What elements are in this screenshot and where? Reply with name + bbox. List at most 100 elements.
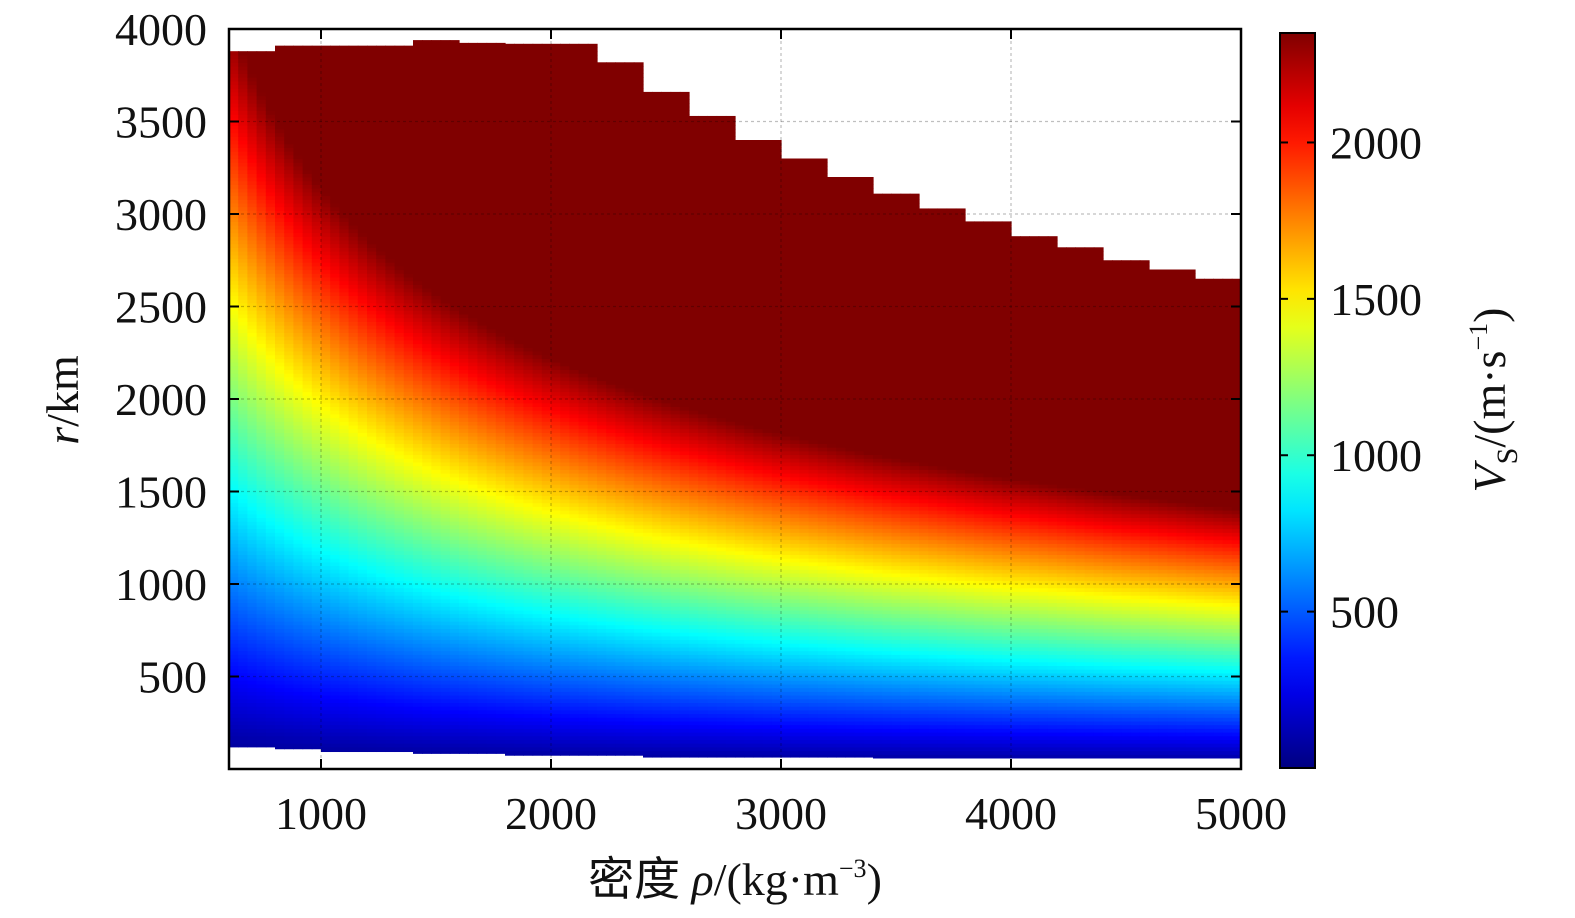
heatmap-cell [293, 413, 304, 419]
heatmap-cell [256, 262, 267, 267]
heatmap-cell [348, 58, 359, 63]
heatmap-cell [339, 680, 350, 685]
heatmap-cell [459, 487, 469, 493]
heatmap-cell [449, 550, 460, 555]
heatmap-cell [339, 299, 350, 304]
heatmap-cell [256, 680, 267, 685]
heatmap-cell [293, 550, 304, 555]
heatmap-cell [422, 524, 432, 530]
heatmap-cell [348, 269, 359, 274]
heatmap-cell [357, 73, 368, 78]
heatmap-cell [339, 528, 350, 533]
heatmap-cell [311, 258, 322, 263]
heatmap-cell [339, 88, 350, 93]
heatmap-cell [357, 369, 368, 374]
heatmap-cell [293, 480, 304, 485]
heatmap-cell [339, 458, 350, 463]
heatmap-cell [311, 458, 322, 463]
heatmap-cell [229, 58, 239, 63]
heatmap-cell [367, 436, 377, 441]
heatmap-cell [247, 735, 258, 740]
heatmap-cell [256, 480, 267, 485]
heatmap-cell [247, 724, 258, 729]
heatmap-cell [247, 121, 258, 126]
heatmap-cell [348, 458, 359, 463]
heatmap-cell [265, 447, 276, 452]
heatmap-cell [330, 735, 340, 740]
heatmap-cell [321, 698, 331, 703]
heatmap-cell [459, 621, 469, 626]
heatmap-cell [385, 228, 396, 234]
heatmap-cell [449, 539, 460, 544]
heatmap-cell [394, 669, 405, 674]
heatmap-cell [284, 214, 294, 219]
heatmap-cell [330, 513, 340, 518]
heatmap-cell [284, 643, 294, 648]
heatmap-cell [394, 439, 405, 444]
heatmap-cell [293, 706, 304, 711]
heatmap-cell [394, 77, 405, 82]
heatmap-cell [422, 665, 432, 670]
heatmap-cell [330, 713, 340, 718]
heatmap-cell [284, 188, 294, 193]
heatmap-cell [293, 709, 304, 715]
heatmap-cell [247, 643, 258, 648]
heatmap-cell [449, 428, 460, 433]
heatmap-cell [449, 424, 460, 430]
heatmap-cell [431, 73, 442, 78]
heatmap-cell [302, 683, 313, 689]
heatmap-cell [229, 317, 239, 322]
heatmap-cell [449, 687, 460, 692]
heatmap-cell [275, 225, 285, 230]
heatmap-cell [256, 532, 267, 537]
heatmap-cell [302, 99, 313, 104]
heatmap-cell [394, 210, 405, 215]
heatmap-cell [459, 332, 469, 337]
heatmap-cell [321, 613, 331, 618]
heatmap-cell [256, 658, 267, 663]
heatmap-cell [256, 273, 267, 278]
heatmap-cell [247, 306, 258, 311]
heatmap-cell [321, 535, 331, 541]
heatmap-cell [330, 95, 340, 100]
heatmap-cell [302, 228, 313, 234]
heatmap-cell [357, 84, 368, 89]
heatmap-cell [431, 69, 442, 74]
heatmap-cell [275, 291, 285, 296]
heatmap-cell [247, 84, 258, 89]
heatmap-cell [311, 132, 322, 137]
heatmap-cell [256, 321, 267, 326]
heatmap-cell [321, 550, 331, 555]
heatmap-cell [229, 210, 239, 215]
heatmap-cell [403, 180, 414, 185]
heatmap-cell [321, 228, 331, 234]
heatmap-cell [357, 517, 368, 522]
heatmap-cell [431, 432, 442, 437]
heatmap-cell [376, 413, 386, 419]
heatmap-column [403, 45, 414, 753]
heatmap-cell [330, 683, 340, 689]
heatmap-cell [284, 698, 294, 703]
heatmap-cell [357, 317, 368, 322]
heatmap-cell [422, 147, 432, 152]
heatmap-cell [422, 191, 432, 197]
heatmap-cell [293, 672, 304, 678]
heatmap-cell [422, 554, 432, 559]
heatmap-cell [385, 232, 396, 237]
heatmap-cell [440, 180, 451, 185]
heatmap-cell [440, 354, 451, 359]
heatmap-cell [394, 539, 405, 544]
heatmap-cell [302, 539, 313, 544]
heatmap-cell [265, 476, 276, 481]
heatmap-cell [247, 228, 258, 234]
heatmap-cell [449, 713, 460, 718]
heatmap-cell [394, 487, 405, 493]
heatmap-cell [385, 66, 396, 71]
heatmap-cell [385, 513, 396, 518]
heatmap-cell [302, 443, 313, 448]
heatmap-cell [422, 628, 432, 633]
heatmap-cell [311, 632, 322, 637]
heatmap-cell [256, 543, 267, 548]
heatmap-cell [311, 510, 322, 515]
heatmap-cell [367, 439, 377, 444]
